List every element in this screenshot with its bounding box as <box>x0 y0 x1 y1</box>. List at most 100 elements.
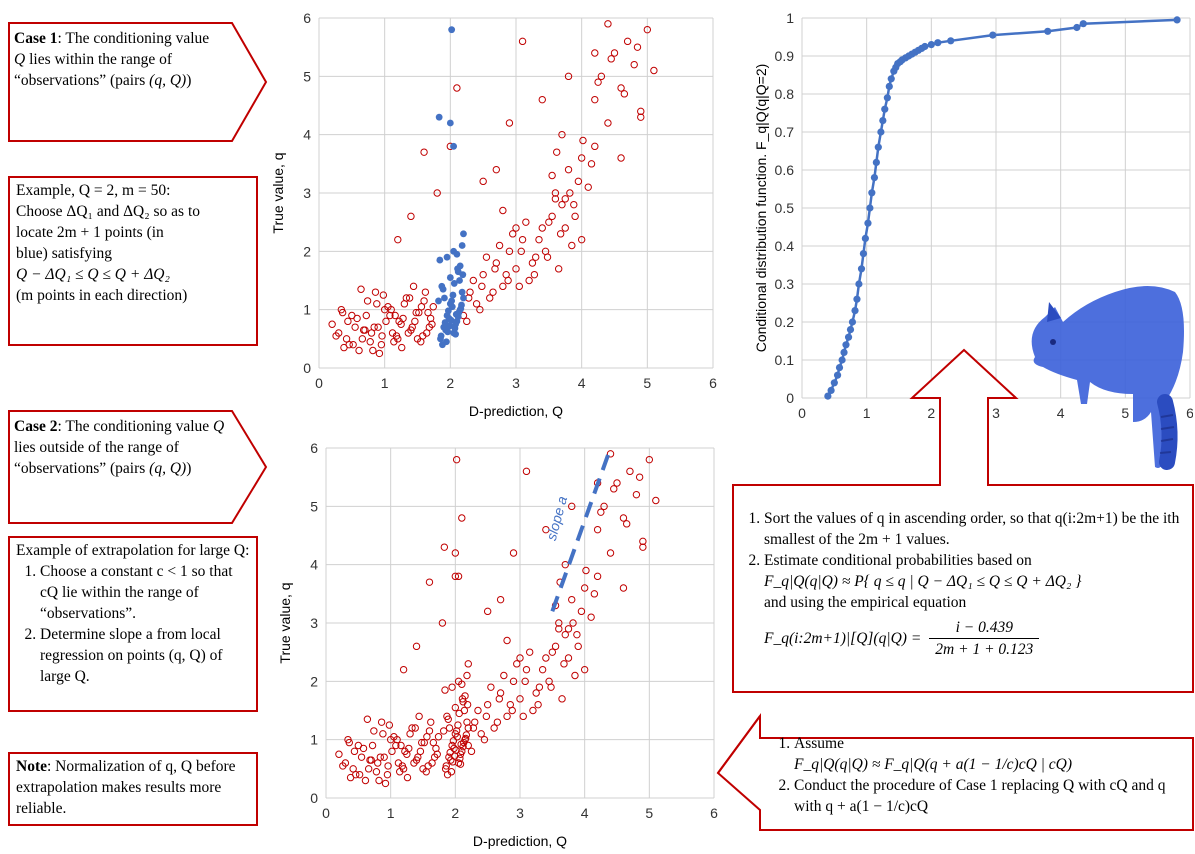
chart3-point-observation <box>438 619 447 627</box>
chart1-point-observation <box>363 297 372 305</box>
chart1-point-observation <box>377 340 386 349</box>
chart3-ytick-label: 3 <box>310 615 318 631</box>
chart3-point-observation <box>529 706 537 715</box>
chart1-point-observation <box>574 177 583 186</box>
chart3-point-observation <box>521 677 529 686</box>
chart1-point-selected <box>444 328 452 336</box>
example1-line5: Q − ΔQ₁ ≤ Q ≤ Q + ΔQ₂ <box>16 266 170 283</box>
chart3-point-observation <box>458 680 466 688</box>
chart2-cdf-point <box>883 94 891 102</box>
chart1-point-selected <box>441 294 448 302</box>
chart2-xtick-label: 6 <box>1186 405 1193 421</box>
chart3-point-observation <box>558 695 566 703</box>
chart3-point-observation <box>547 683 555 691</box>
chart1-point-observation <box>551 189 560 197</box>
chart3-point-observation <box>452 746 460 754</box>
chart2-cdf-point <box>859 250 868 258</box>
chart1-point-observation <box>591 95 599 104</box>
chart1-point-observation <box>379 291 388 299</box>
chart2-cdf-point <box>874 143 882 151</box>
chart3-point-observation <box>335 750 343 758</box>
chart1-point-selected <box>446 274 454 281</box>
chart1-yaxis-title: True value, q <box>270 152 286 233</box>
chart3-point-observation <box>394 759 403 767</box>
chart3-point-observation <box>580 584 589 592</box>
chart2-cdf-point <box>870 174 879 182</box>
chart1-point-observation <box>409 282 418 291</box>
chart3-point-observation <box>368 741 377 750</box>
chart3-point-observation <box>513 660 521 668</box>
chart3-point-observation <box>652 496 660 505</box>
chart2-cdf-point <box>857 265 866 273</box>
chart1-point-selected <box>446 322 454 330</box>
chart3-point-observation <box>493 718 502 726</box>
chart1-point-observation <box>522 218 530 226</box>
chart3-point-observation <box>463 671 471 680</box>
chart1-point-selected <box>452 310 460 318</box>
chart3-point-observation <box>564 654 573 662</box>
chart1-point-observation <box>558 130 566 139</box>
chart3-point-observation <box>509 677 518 686</box>
chart1-point-observation <box>338 308 347 317</box>
chart1-point-selected <box>460 230 467 238</box>
chart1-point-observation <box>469 276 478 285</box>
chart1-point-observation <box>558 200 566 209</box>
chart1-point-observation <box>375 349 384 358</box>
chart1-point-observation <box>505 247 514 256</box>
example2-item-2: Determine slope a from local regression … <box>40 624 250 687</box>
chart2-yaxis-title: Conditional distribution function. F_q|Q… <box>753 64 769 353</box>
chart3-point-observation <box>519 712 527 721</box>
chart3-ytick-label: 2 <box>310 673 318 689</box>
chart1-point-observation <box>472 300 481 308</box>
chart3-point-observation <box>458 514 466 522</box>
chart3-point-observation <box>483 700 492 709</box>
chart1-point-observation <box>643 25 652 34</box>
chart3-point-observation <box>482 712 491 721</box>
chart1-point-observation <box>591 142 599 151</box>
chart3-point-observation <box>487 683 495 691</box>
chart3-point-observation <box>377 718 386 726</box>
chart2-ytick-label: 0.7 <box>775 124 795 140</box>
chart2-cdf-point <box>830 379 838 387</box>
chart1-point-observation <box>492 165 501 174</box>
chart3-point-observation <box>355 770 364 779</box>
chart3-point-observation <box>384 762 392 770</box>
steps2-item-1: Assume F_q|Q(q|Q) ≈ F_q|Q(q + a(1 − 1/c)… <box>794 733 1190 775</box>
chart3-point-observation <box>370 727 378 735</box>
note-title: Note <box>16 758 47 775</box>
chart1-point-observation <box>597 72 606 81</box>
chart1-point-observation <box>637 107 645 116</box>
chart1-point-observation <box>630 60 638 69</box>
case2-text: Case 2: The conditioning value Q lies ou… <box>14 418 225 477</box>
chart3-point-observation <box>405 744 413 753</box>
chart2-xtick-label: 2 <box>927 405 935 421</box>
chart1-point-observation <box>530 270 539 279</box>
chart3-ytick-label: 0 <box>310 790 318 806</box>
chart1-point-observation <box>577 235 586 244</box>
chart1-point-observation <box>353 314 361 323</box>
note-box: Note: Normalization of q, Q before extra… <box>8 752 258 826</box>
chart3-point-observation <box>548 648 557 656</box>
chart2-cdf-point <box>840 348 848 356</box>
cat-illustration <box>1015 262 1190 477</box>
chart1-point-observation <box>355 346 363 355</box>
chart3-point-observation <box>574 642 582 651</box>
chart3-point-observation <box>345 738 353 747</box>
chart3-point-observation <box>447 756 455 764</box>
chart3-point-observation <box>447 768 456 776</box>
chart1-point-observation <box>479 270 487 279</box>
chart3-point-observation <box>385 721 394 729</box>
chart1-point-observation <box>482 253 491 261</box>
chart3-point-observation <box>569 619 577 627</box>
chart3-point-observation <box>427 718 435 726</box>
chart1-point-observation <box>512 224 520 232</box>
chart2-cdf-point <box>879 117 887 125</box>
chart2-cdf-point <box>861 234 869 242</box>
chart3-point-observation <box>361 776 370 785</box>
chart2-ytick-label: 0.5 <box>775 200 795 216</box>
chart3-point-observation <box>350 747 359 756</box>
chart3-point-observation <box>375 776 383 785</box>
chart1-point-observation <box>391 311 399 320</box>
chart3-point-observation <box>434 733 443 741</box>
chart1-point-observation <box>548 212 556 221</box>
